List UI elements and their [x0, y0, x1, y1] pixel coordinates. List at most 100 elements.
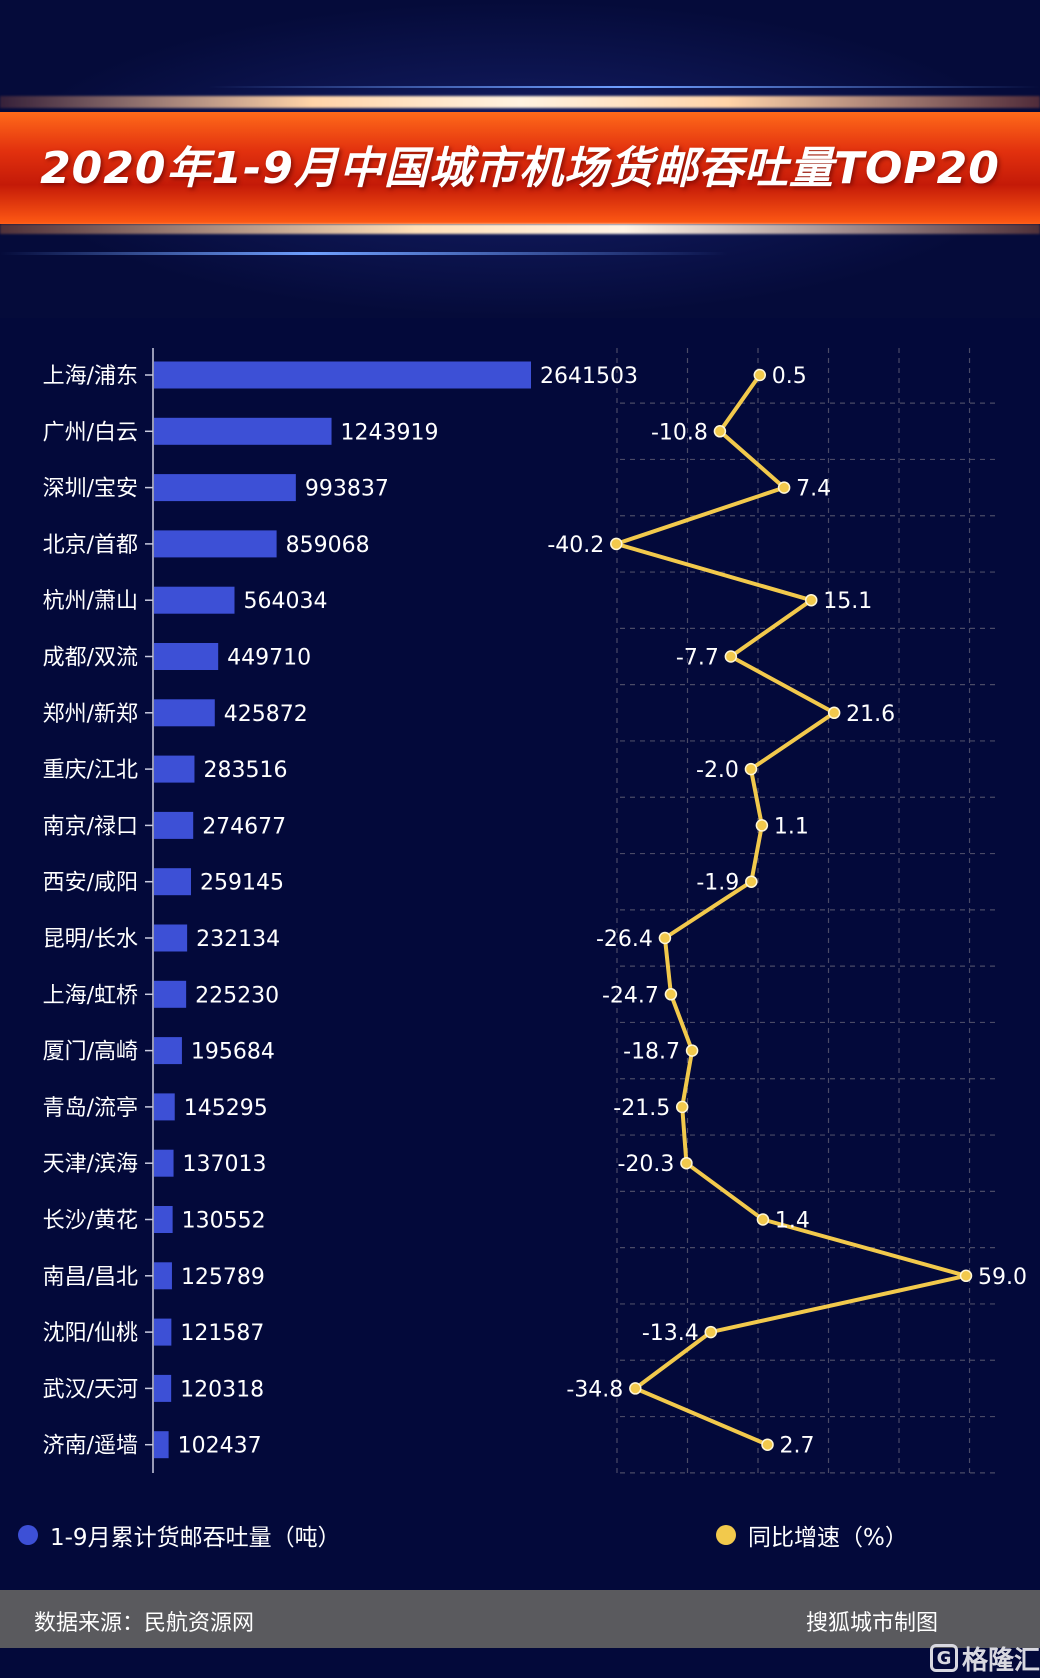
category-label: 武汉/天河 [43, 1377, 138, 1402]
data-source: 数据来源：民航资源网 [34, 1611, 255, 1636]
growth-point [610, 537, 623, 551]
bar-value-label: 425872 [224, 702, 308, 727]
watermark-text: 格隆汇 [962, 1645, 1040, 1676]
growth-point [755, 819, 769, 832]
bar-value-label: 125789 [181, 1265, 265, 1290]
bar [154, 924, 188, 952]
growth-value-label: -34.8 [566, 1377, 623, 1402]
growth-point [629, 1382, 642, 1395]
growth-point [704, 1325, 718, 1339]
growth-value-label: -13.4 [642, 1321, 699, 1346]
category-label: 杭州/萧山 [43, 589, 138, 614]
bar [154, 755, 195, 783]
growth-point [959, 1269, 973, 1283]
bar [154, 1262, 172, 1290]
growth-value-label: 59.0 [978, 1265, 1027, 1290]
banner-light-beam [0, 96, 1040, 108]
bar-value-label: 859068 [286, 533, 370, 558]
bar [154, 417, 332, 445]
banner-light-beam [0, 86, 1040, 88]
bar [154, 811, 194, 839]
bar-value-label: 274677 [202, 814, 286, 839]
bar-value-label: 564034 [243, 589, 327, 614]
growth-value-label: 0.5 [772, 364, 807, 389]
growth-point [777, 481, 791, 494]
chart-title: 2020年1-9月中国城市机场货邮吞吐量TOP20 [40, 143, 1000, 194]
bar-value-label: 225230 [195, 983, 279, 1008]
growth-value-label: 1.1 [774, 814, 809, 839]
bar-value-label: 449710 [227, 646, 311, 671]
category-label: 上海/虹桥 [43, 983, 138, 1008]
growth-point [680, 1156, 693, 1170]
legend-bar: 1-9月累计货邮吞吐量（吨） [18, 1515, 341, 1555]
growth-value-label: -2.0 [696, 758, 739, 783]
watermark: G 格隆汇 [930, 1640, 1040, 1676]
footer: 数据来源：民航资源网 搜狐城市制图 [0, 1590, 1040, 1648]
bar [154, 1206, 173, 1233]
watermark-logo-icon: G [930, 1644, 958, 1672]
bar-value-label: 259145 [200, 871, 284, 896]
growth-line [614, 373, 968, 1447]
growth-value-label: -40.2 [547, 533, 604, 558]
growth-point [804, 593, 818, 607]
bar [154, 1431, 169, 1459]
legend-line: 同比增速（%） [716, 1515, 908, 1555]
bar-value-label: 1243919 [341, 420, 439, 445]
growth-point [658, 931, 672, 945]
growth-value-label: -26.4 [596, 927, 653, 952]
growth-value-label: 1.4 [775, 1209, 810, 1234]
category-label: 南昌/昌北 [43, 1265, 138, 1290]
growth-value-label: 7.4 [796, 477, 831, 502]
banner-light-beam [0, 224, 1040, 234]
bar [154, 1318, 172, 1346]
bar-value-label: 121587 [180, 1321, 264, 1346]
growth-point [753, 368, 767, 382]
bar-value-label: 2641503 [540, 364, 638, 389]
bar [154, 361, 531, 389]
bar [154, 868, 191, 896]
category-label: 深圳/宝安 [43, 477, 138, 502]
category-label: 北京/首都 [43, 533, 138, 558]
bar [154, 699, 215, 727]
category-label: 青岛/流亭 [43, 1096, 138, 1121]
bar-value-label: 195684 [191, 1040, 275, 1065]
growth-value-label: 2.7 [780, 1434, 815, 1459]
category-label: 重庆/江北 [43, 758, 138, 783]
category-label: 西安/咸阳 [43, 871, 138, 896]
category-label: 南京/禄口 [43, 814, 138, 839]
category-label: 郑州/新郑 [43, 702, 138, 727]
growth-value-label: 21.6 [846, 702, 895, 727]
bar [154, 643, 219, 670]
bar-value-label: 232134 [196, 927, 280, 952]
category-label: 沈阳/仙桃 [43, 1321, 138, 1346]
category-label: 成都/双流 [43, 646, 138, 671]
category-label: 长沙/黄花 [43, 1209, 138, 1234]
bar-value-label: 102437 [178, 1434, 262, 1459]
growth-point [827, 706, 841, 720]
bar [154, 1037, 182, 1065]
legend-line-swatch [716, 1525, 736, 1545]
banner-light-beam [0, 252, 1040, 255]
bar-value-label: 130552 [182, 1209, 266, 1234]
bar [154, 1093, 175, 1121]
growth-value-label: 15.1 [823, 589, 872, 614]
title-banner: 2020年1-9月中国城市机场货邮吞吐量TOP20 [0, 0, 1040, 318]
growth-point [675, 1100, 689, 1114]
growth-point [713, 425, 727, 438]
growth-value-label: -24.7 [602, 983, 659, 1008]
bar [154, 586, 235, 614]
bar [154, 474, 296, 502]
bar-value-label: 283516 [203, 758, 287, 783]
legend-line-label: 同比增速（%） [748, 1525, 908, 1551]
growth-value-label: -7.7 [676, 646, 719, 671]
category-label: 济南/遥墙 [43, 1434, 138, 1459]
growth-point [744, 762, 758, 776]
banner-red-band [0, 112, 1040, 224]
bar [154, 1374, 172, 1402]
growth-value-label: -18.7 [623, 1040, 680, 1065]
category-label: 上海/浦东 [43, 364, 138, 389]
bar-value-label: 993837 [305, 477, 389, 502]
growth-value-label: -21.5 [613, 1096, 670, 1121]
growth-point [761, 1438, 774, 1451]
bar [154, 1149, 174, 1177]
